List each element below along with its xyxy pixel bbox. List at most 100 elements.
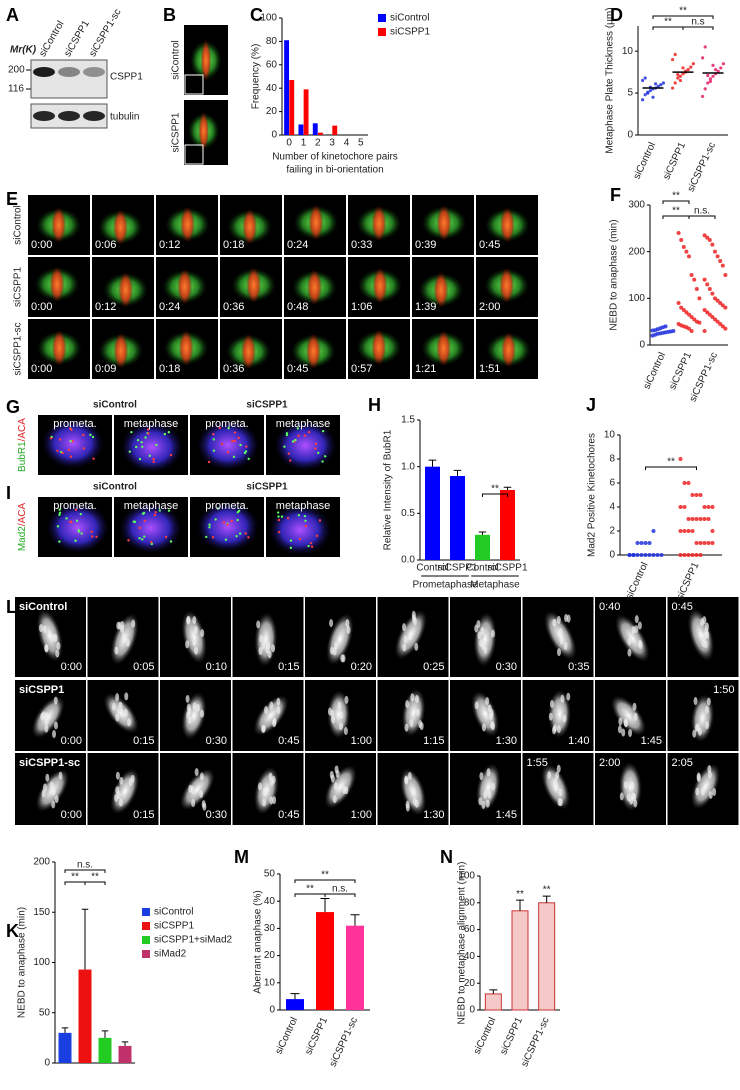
time-stamp: 0:10 <box>206 661 227 673</box>
y-tick-label: 60 <box>464 924 476 935</box>
point <box>663 324 668 329</box>
bracket <box>482 493 508 497</box>
chromosome <box>410 693 415 702</box>
chromosome <box>265 645 270 654</box>
significance: ** <box>71 872 79 883</box>
time-stamp: 1:06 <box>351 301 372 313</box>
point <box>682 529 687 533</box>
kinetochore <box>289 539 293 542</box>
significance: ** <box>543 885 551 896</box>
bracket <box>64 869 106 873</box>
y-tick-label: 6 <box>609 478 615 489</box>
point <box>694 517 699 521</box>
y-tick-label: 10 <box>264 977 276 988</box>
chromosome <box>329 619 334 628</box>
chromosome <box>552 724 557 733</box>
time-stamp: 1:55 <box>527 757 548 769</box>
condition: siCSPP1 <box>246 482 288 493</box>
chromosomes <box>499 206 515 243</box>
time-stamp: 0:09 <box>95 363 116 375</box>
blot-band <box>83 111 105 121</box>
chromosome <box>262 798 267 807</box>
chromosome <box>49 781 54 790</box>
chromosome <box>412 617 417 626</box>
chromosome <box>51 800 56 809</box>
y-tick-label: 150 <box>33 907 50 918</box>
point <box>694 553 699 557</box>
time-stamp: 1:51 <box>479 363 500 375</box>
kinetochore <box>71 439 74 443</box>
chromosome <box>256 620 261 629</box>
point <box>651 529 656 533</box>
point <box>686 517 691 521</box>
point <box>715 298 720 303</box>
point <box>710 291 715 296</box>
point <box>720 324 725 329</box>
chromosome <box>331 715 336 724</box>
point <box>702 233 707 238</box>
significance: ** <box>321 870 329 881</box>
kinetochore <box>89 433 92 437</box>
chromosome <box>630 792 635 801</box>
chromosome <box>271 644 276 653</box>
point <box>710 315 715 319</box>
inset <box>184 144 204 165</box>
chromosome <box>185 640 190 649</box>
point <box>690 553 695 557</box>
point <box>687 312 691 317</box>
kinetochore <box>294 438 297 442</box>
chromosome <box>490 720 495 729</box>
chromosome <box>491 782 496 791</box>
point <box>676 76 680 80</box>
point <box>702 517 707 521</box>
kinetochore <box>307 544 310 548</box>
chromosome <box>345 619 350 628</box>
chromosome <box>487 790 492 799</box>
significance: ** <box>491 484 499 495</box>
y-tick-label: 0.0 <box>401 555 415 566</box>
blot-band <box>83 67 105 77</box>
chromosome <box>338 722 343 731</box>
chromosome <box>58 771 63 780</box>
bracket <box>652 15 714 19</box>
point <box>711 74 715 78</box>
kinetochore <box>143 535 146 538</box>
chromosome <box>200 709 205 718</box>
chromosomes <box>113 332 129 369</box>
y-tick-label: 30 <box>264 923 276 934</box>
time-stamp: 1:15 <box>423 735 444 747</box>
x-tick-label: siControl <box>624 561 651 601</box>
phase: metaphase <box>124 418 178 430</box>
time-stamp: 0:35 <box>568 661 589 673</box>
chromatin <box>181 692 207 740</box>
time-stamp: 0:40 <box>599 601 620 613</box>
row-label: siControl <box>19 601 67 613</box>
kinetochore <box>309 541 313 545</box>
chromosomes <box>242 208 258 245</box>
time-stamp: 0:45 <box>278 735 299 747</box>
chromosomes <box>308 204 324 241</box>
kinetochore <box>212 449 216 452</box>
point <box>721 62 726 66</box>
kinetochore <box>77 528 80 532</box>
point <box>702 277 707 282</box>
point <box>635 541 640 545</box>
point <box>702 505 707 509</box>
chromosome <box>633 799 638 808</box>
chromosome <box>631 625 636 634</box>
nucleus <box>120 422 184 473</box>
chromosome <box>697 727 702 736</box>
panel-letter: M <box>234 847 249 867</box>
kinetochore <box>321 460 324 463</box>
chromosome <box>186 710 191 719</box>
condition: siControl <box>93 400 137 411</box>
chromosome <box>408 632 413 641</box>
point <box>690 517 695 521</box>
y-tick-label: 4 <box>609 502 615 513</box>
chromosomes <box>178 330 194 367</box>
time-stamp: 1:30 <box>496 735 517 747</box>
x-tick-label: 1 <box>301 138 307 149</box>
chromosome <box>192 638 197 647</box>
chromosome <box>478 797 483 806</box>
y-tick-label: 300 <box>628 200 645 211</box>
